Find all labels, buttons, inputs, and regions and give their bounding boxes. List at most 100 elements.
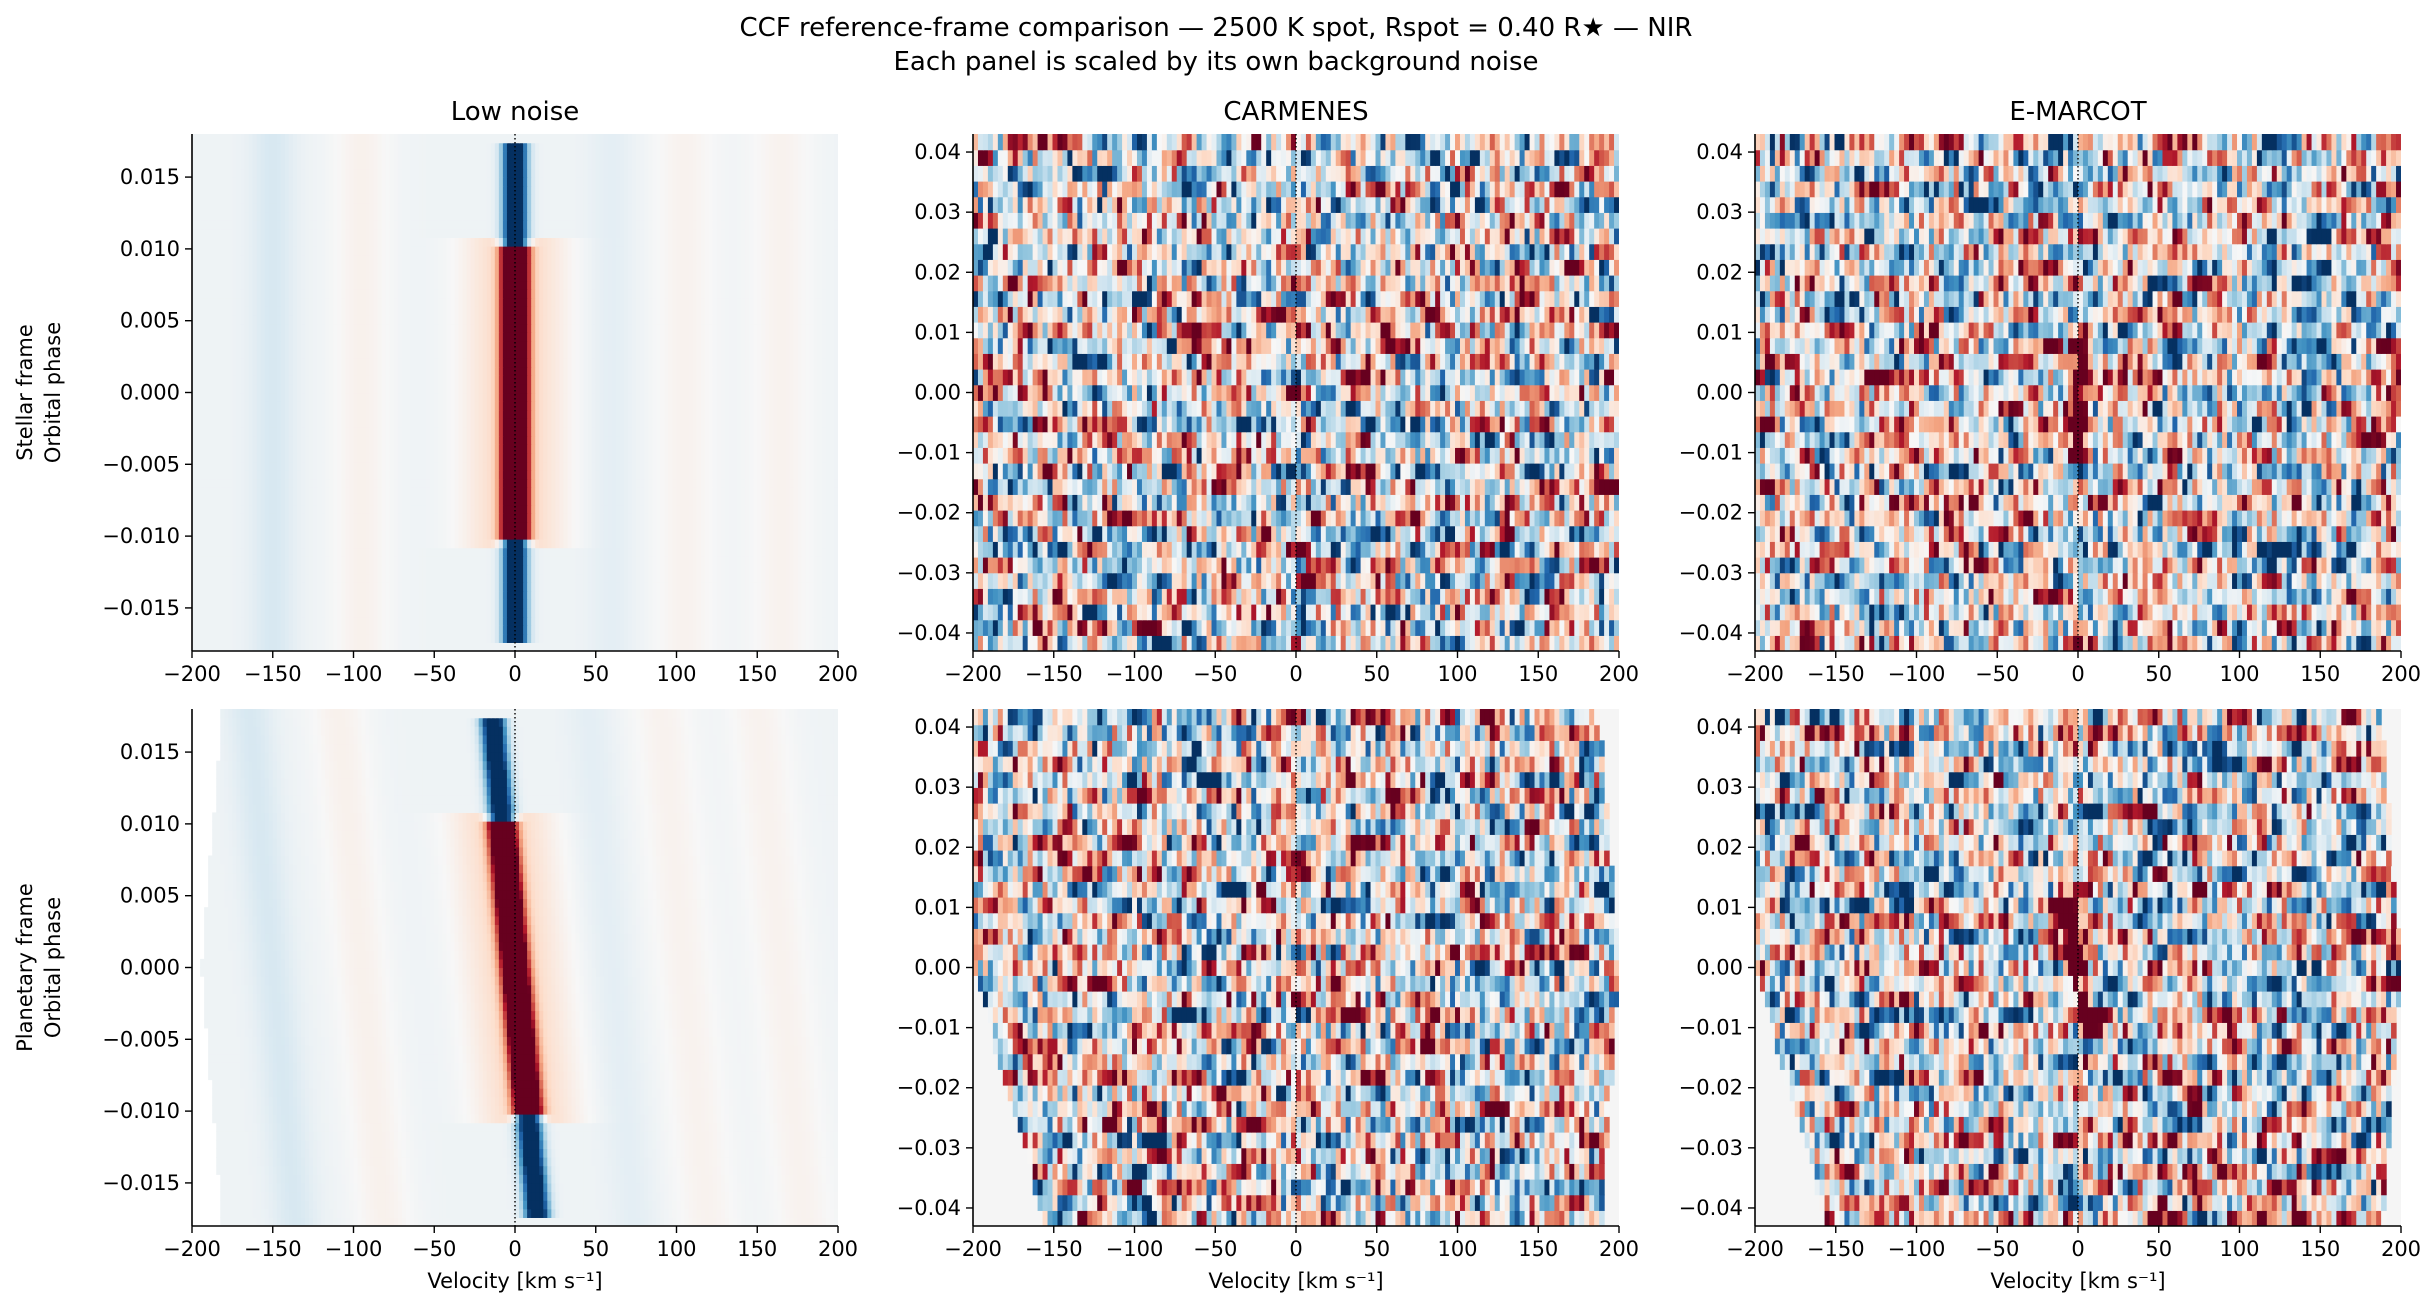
x-tick-label: 200 xyxy=(818,1237,858,1261)
x-tick-label: −150 xyxy=(1025,1237,1083,1261)
panel-stellar-low-noise: −200 −150 −100 −50 0 50 100 150 200 −0.015 −0.010 −… xyxy=(13,97,858,686)
x-tick-label: −50 xyxy=(412,662,456,686)
panel-title: Low noise xyxy=(451,97,580,127)
y-tick-label: −0.005 xyxy=(102,1027,180,1051)
y-tick-label: 0.015 xyxy=(120,740,180,764)
y-tick-label: 0.03 xyxy=(914,200,961,224)
x-tick-label: 50 xyxy=(1363,1237,1390,1261)
y-tick-label: −0.02 xyxy=(897,501,961,525)
y-axis-label: Stellar frame xyxy=(13,324,37,461)
y-tick-label: 0.000 xyxy=(120,381,180,405)
x-tick-label: 0 xyxy=(508,1237,521,1261)
x-tick-label: −150 xyxy=(1025,662,1083,686)
y-tick-label: 0.000 xyxy=(120,956,180,980)
y-tick-label: −0.03 xyxy=(897,561,961,585)
y-tick-label: 0.00 xyxy=(1696,956,1743,980)
y-tick-label: 0.04 xyxy=(914,140,961,164)
x-tick-label: 150 xyxy=(2300,662,2340,686)
x-tick-label: −200 xyxy=(944,1237,1002,1261)
x-tick-label: −100 xyxy=(325,662,383,686)
y-tick-label: 0.03 xyxy=(1696,200,1743,224)
y-tick-label: 0.010 xyxy=(120,812,180,836)
x-tick-label: 0 xyxy=(1289,662,1302,686)
x-tick-label: −100 xyxy=(1106,662,1164,686)
panel-planetary-e-marcot: −200 −150 −100 −50 0 50 100 150 200 −0.04 −0.03 −0.… xyxy=(1679,709,2421,1293)
x-tick-label: 0 xyxy=(508,662,521,686)
x-axis-label: Velocity [km s⁻¹] xyxy=(1208,1269,1383,1293)
y-tick-label: 0.02 xyxy=(1696,835,1743,859)
x-tick-label: 50 xyxy=(582,1237,609,1261)
y-tick-label: 0.03 xyxy=(914,775,961,799)
x-tick-label: −100 xyxy=(1888,662,1946,686)
y-tick-label: −0.04 xyxy=(897,621,961,645)
heatmap xyxy=(1755,134,2401,651)
y-tick-label: −0.015 xyxy=(102,1171,180,1195)
y-tick-label: −0.03 xyxy=(1679,1136,1743,1160)
x-tick-label: −200 xyxy=(1726,1237,1784,1261)
y-tick-label: −0.01 xyxy=(897,1016,961,1040)
panel-title: E-MARCOT xyxy=(2009,97,2146,127)
x-tick-label: −150 xyxy=(244,1237,302,1261)
y-tick-label: −0.02 xyxy=(1679,501,1743,525)
y-tick-label: 0.00 xyxy=(1696,381,1743,405)
x-tick-label: −200 xyxy=(163,662,221,686)
x-tick-label: −100 xyxy=(325,1237,383,1261)
x-tick-label: −50 xyxy=(412,1237,456,1261)
y-tick-label: 0.04 xyxy=(1696,715,1743,739)
x-tick-label: 50 xyxy=(1363,662,1390,686)
y-tick-label: −0.04 xyxy=(897,1196,961,1220)
x-tick-label: 200 xyxy=(818,662,858,686)
y-tick-label: −0.03 xyxy=(1679,561,1743,585)
x-tick-label: 150 xyxy=(2300,1237,2340,1261)
figure-subtitle: Each panel is scaled by its own backgrou… xyxy=(0,46,2432,78)
y-tick-label: 0.02 xyxy=(914,835,961,859)
y-tick-label: 0.005 xyxy=(120,309,180,333)
panel-planetary-carmenes: −200 −150 −100 −50 0 50 100 150 200 −0.04 −0.03 −0.… xyxy=(897,709,1639,1293)
x-tick-label: 150 xyxy=(1518,1237,1558,1261)
x-tick-label: 100 xyxy=(2219,1237,2259,1261)
x-tick-label: −200 xyxy=(1726,662,1784,686)
x-tick-label: 200 xyxy=(2381,1237,2421,1261)
y-axis-label: Orbital phase xyxy=(41,322,65,463)
panel-stellar-e-marcot: −200 −150 −100 −50 0 50 100 150 200 −0.04 −0.03 −0.… xyxy=(1679,97,2421,686)
y-tick-label: −0.01 xyxy=(1679,441,1743,465)
x-tick-label: 100 xyxy=(1437,1237,1477,1261)
x-tick-label: −150 xyxy=(1807,662,1865,686)
x-tick-label: −50 xyxy=(1193,662,1237,686)
y-tick-label: −0.04 xyxy=(1679,1196,1743,1220)
y-tick-label: −0.01 xyxy=(897,441,961,465)
x-tick-label: 0 xyxy=(2071,1237,2084,1261)
y-tick-label: −0.02 xyxy=(897,1076,961,1100)
x-tick-label: 200 xyxy=(2381,662,2421,686)
x-tick-label: 150 xyxy=(1518,662,1558,686)
x-axis-label: Velocity [km s⁻¹] xyxy=(427,1269,602,1293)
x-tick-label: −150 xyxy=(244,662,302,686)
heatmap xyxy=(1755,709,2401,1226)
x-tick-label: 50 xyxy=(582,662,609,686)
y-tick-label: −0.02 xyxy=(1679,1076,1743,1100)
y-tick-label: 0.03 xyxy=(1696,775,1743,799)
x-tick-label: 100 xyxy=(656,662,696,686)
x-tick-label: 100 xyxy=(1437,662,1477,686)
y-tick-label: −0.03 xyxy=(897,1136,961,1160)
x-tick-label: −100 xyxy=(1888,1237,1946,1261)
y-tick-label: −0.010 xyxy=(102,524,180,548)
heatmap xyxy=(973,134,1619,651)
x-tick-label: 0 xyxy=(2071,662,2084,686)
x-tick-label: 200 xyxy=(1599,662,1639,686)
y-tick-label: 0.04 xyxy=(1696,140,1743,164)
y-tick-label: −0.015 xyxy=(102,596,180,620)
panel-stellar-carmenes: −200 −150 −100 −50 0 50 100 150 200 −0.04 −0.03 −0.… xyxy=(897,97,1639,686)
y-tick-label: −0.010 xyxy=(102,1099,180,1123)
x-tick-label: −100 xyxy=(1106,1237,1164,1261)
x-tick-label: −50 xyxy=(1193,1237,1237,1261)
x-tick-label: 0 xyxy=(1289,1237,1302,1261)
x-tick-label: −150 xyxy=(1807,1237,1865,1261)
y-tick-label: 0.005 xyxy=(120,884,180,908)
y-tick-label: 0.02 xyxy=(1696,260,1743,284)
x-tick-label: 200 xyxy=(1599,1237,1639,1261)
x-tick-label: 150 xyxy=(737,1237,777,1261)
y-tick-label: 0.04 xyxy=(914,715,961,739)
